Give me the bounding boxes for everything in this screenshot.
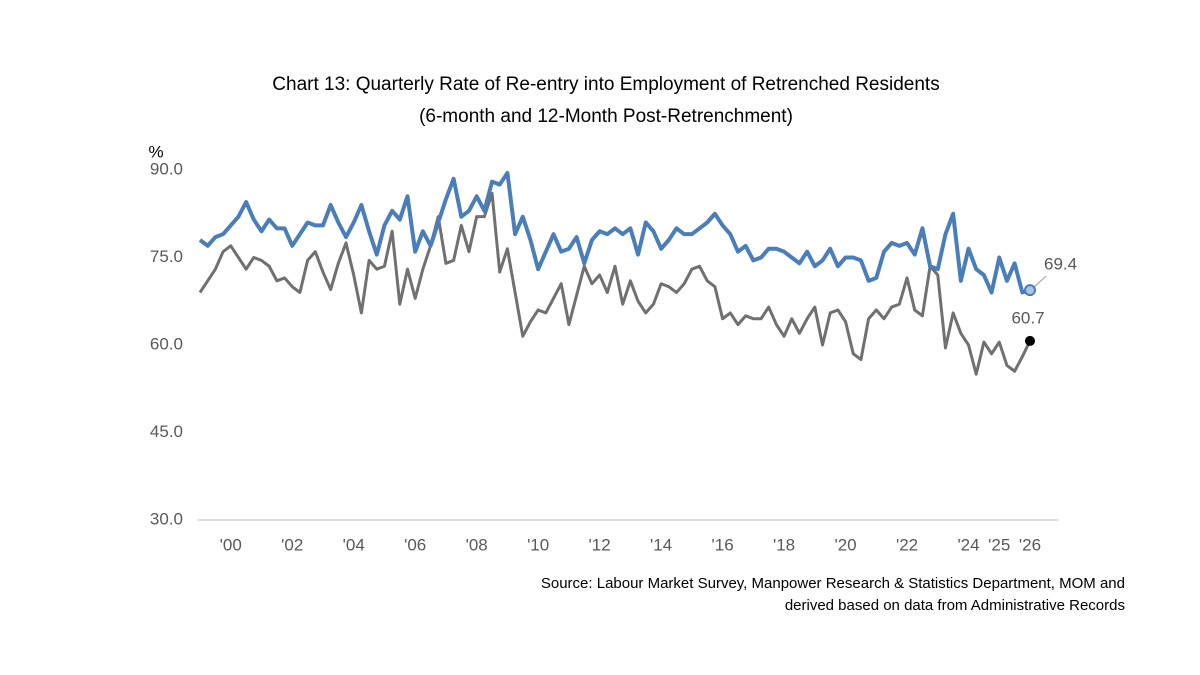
end-marker [1025,335,1035,346]
x-tick-label: '20 [834,535,856,554]
x-tick-label: '00 [220,535,242,554]
y-tick-label: 30.0 [150,509,183,528]
y-tick-label: 75.0 [150,247,183,266]
series-line [198,170,1031,295]
x-tick-label: '10 [527,535,549,554]
end-marker [1024,284,1036,297]
y-axis-label: % [148,142,163,161]
label-leader [1033,275,1047,288]
x-tick-label: '06 [404,535,426,554]
y-tick-label: 60.0 [150,334,183,353]
x-tick-label: '14 [650,535,672,554]
x-tick-label: '16 [712,535,734,554]
source-note: Source: Labour Market Survey, Manpower R… [541,575,1125,592]
x-tick-label: '25 [988,535,1010,554]
data-label: 69.4 [1044,255,1077,274]
x-tick-label: '12 [589,535,611,554]
x-tick-label: '04 [343,535,365,554]
data-label: 60.7 [1011,308,1044,327]
y-tick-label: 90.0 [150,159,183,178]
y-tick-label: 45.0 [150,422,183,441]
source-note: derived based on data from Administrativ… [785,597,1125,614]
x-tick-label: '26 [1019,535,1041,554]
series-line [198,191,1032,376]
x-tick-label: '02 [281,535,303,554]
x-tick-label: '24 [957,535,979,554]
x-tick-label: '18 [773,535,795,554]
x-tick-label: '08 [466,535,488,554]
chart-title: Chart 13: Quarterly Rate of Re-entry int… [272,74,939,95]
x-tick-label: '22 [896,535,918,554]
chart-subtitle: (6-month and 12-Month Post-Retrenchment) [419,106,793,127]
